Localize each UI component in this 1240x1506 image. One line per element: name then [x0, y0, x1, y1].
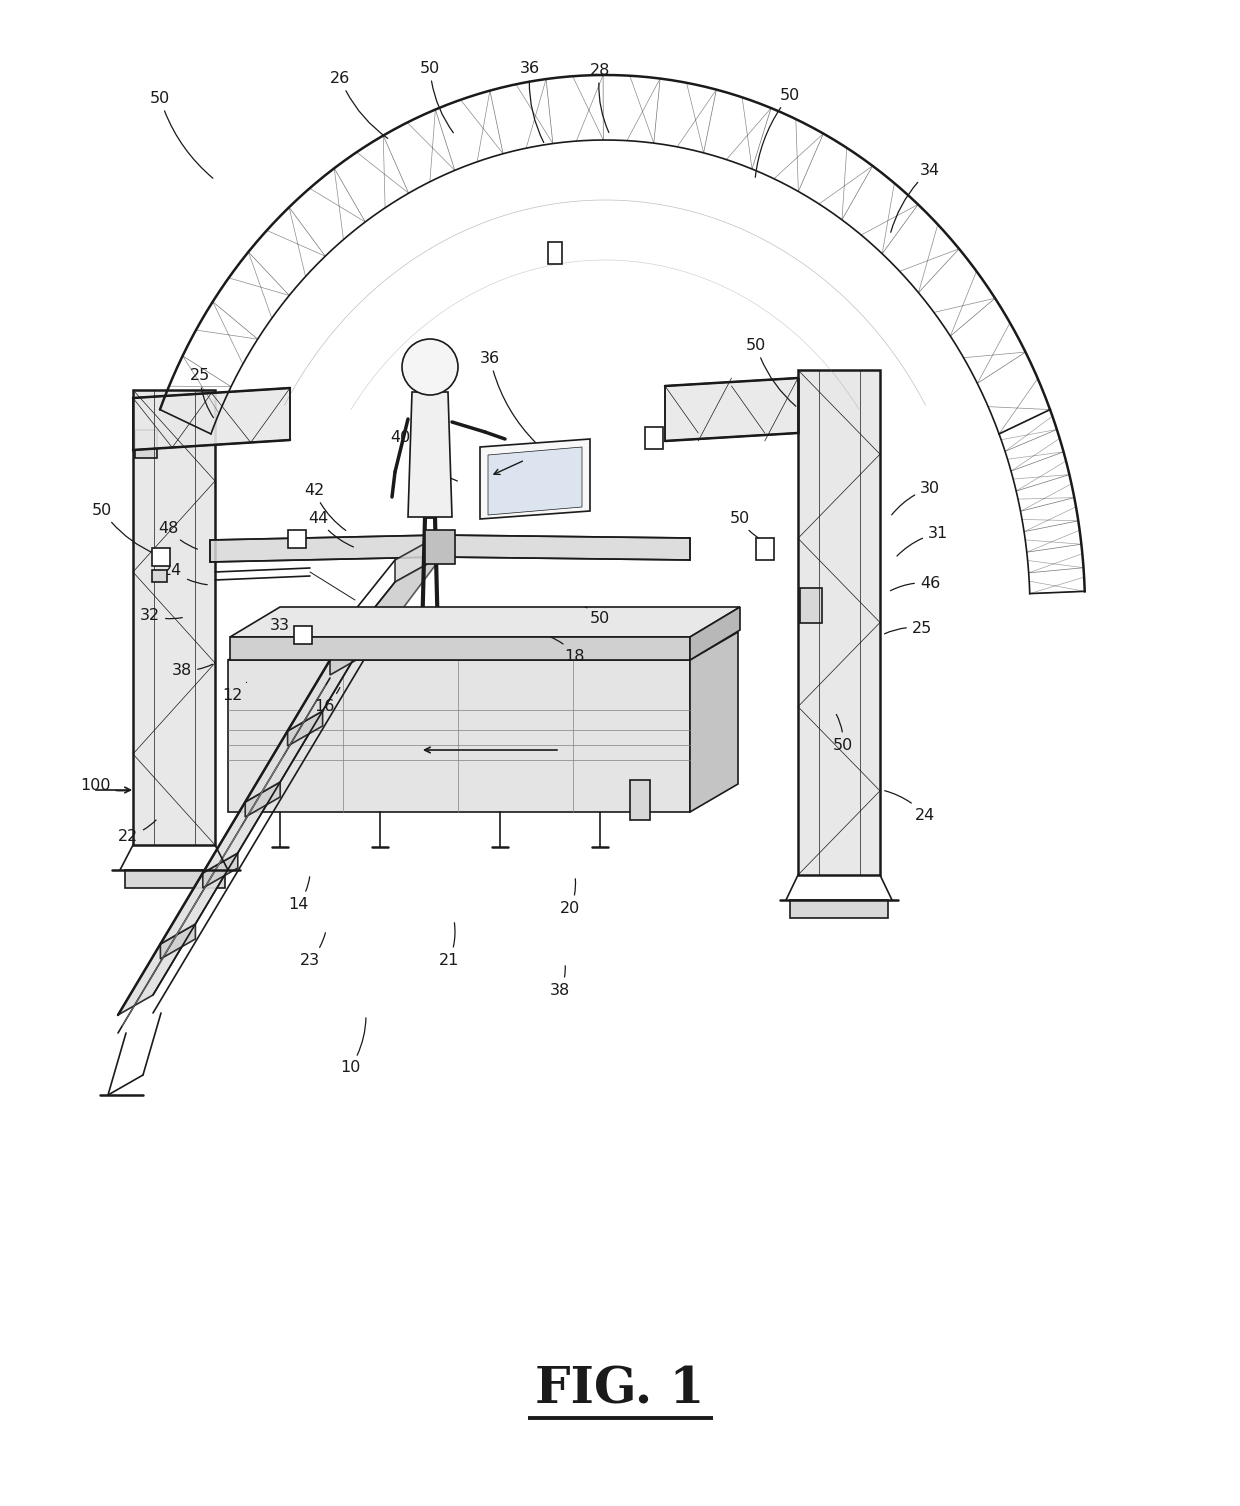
Polygon shape — [288, 640, 365, 730]
Text: FIG. 1: FIG. 1 — [536, 1366, 704, 1414]
Polygon shape — [288, 711, 322, 745]
Bar — [125, 870, 224, 889]
Text: 50: 50 — [585, 607, 610, 625]
Text: 100: 100 — [79, 777, 130, 792]
Bar — [153, 548, 170, 566]
Text: 50: 50 — [420, 60, 454, 133]
Polygon shape — [229, 607, 740, 637]
Text: 26: 26 — [330, 71, 388, 139]
Text: 36: 36 — [480, 351, 536, 443]
Polygon shape — [228, 660, 689, 812]
Bar — [548, 242, 562, 264]
Polygon shape — [355, 557, 440, 633]
Text: 24: 24 — [884, 791, 935, 822]
Polygon shape — [440, 535, 689, 560]
Polygon shape — [665, 378, 799, 441]
Text: 50: 50 — [755, 87, 800, 178]
Text: 33: 33 — [270, 617, 296, 633]
Text: 24: 24 — [162, 563, 207, 584]
Text: 34: 34 — [890, 163, 940, 232]
Text: 50: 50 — [746, 337, 796, 407]
Text: 23: 23 — [300, 932, 325, 967]
Text: 14: 14 — [288, 876, 310, 911]
Bar — [790, 901, 888, 919]
Bar — [294, 626, 312, 645]
Text: 25: 25 — [884, 620, 932, 636]
Bar — [799, 370, 880, 875]
Polygon shape — [246, 711, 322, 803]
Text: 22: 22 — [118, 819, 156, 843]
Bar — [645, 428, 663, 449]
Text: 30: 30 — [892, 480, 940, 515]
Bar — [425, 530, 455, 565]
Polygon shape — [228, 633, 738, 660]
Text: 50: 50 — [730, 511, 760, 539]
Text: 10: 10 — [340, 1018, 366, 1075]
Polygon shape — [408, 392, 453, 517]
Text: 36: 36 — [520, 60, 543, 143]
Polygon shape — [203, 852, 238, 889]
Bar — [288, 530, 306, 548]
Text: 44: 44 — [308, 511, 353, 547]
Circle shape — [402, 339, 458, 395]
Text: 50: 50 — [833, 714, 853, 753]
Polygon shape — [480, 440, 590, 520]
Text: 31: 31 — [897, 526, 949, 556]
Text: 12: 12 — [222, 682, 247, 702]
Polygon shape — [246, 782, 280, 816]
Text: 21: 21 — [439, 923, 459, 967]
Polygon shape — [203, 782, 280, 873]
Bar — [756, 538, 774, 560]
Polygon shape — [133, 389, 290, 450]
Bar — [800, 587, 822, 623]
Text: 20: 20 — [560, 880, 580, 916]
Polygon shape — [689, 633, 738, 812]
Bar — [135, 431, 157, 458]
Polygon shape — [689, 607, 740, 660]
Bar — [153, 569, 167, 581]
Polygon shape — [489, 447, 582, 515]
Text: 38: 38 — [549, 965, 570, 997]
Text: 28: 28 — [590, 63, 610, 133]
Polygon shape — [118, 925, 196, 1015]
Text: 25: 25 — [190, 367, 213, 417]
Text: 46: 46 — [890, 575, 940, 590]
Text: 40: 40 — [389, 429, 458, 480]
Bar — [630, 780, 650, 819]
Text: 38: 38 — [172, 663, 212, 678]
Polygon shape — [330, 640, 365, 675]
Polygon shape — [229, 637, 689, 660]
Polygon shape — [160, 852, 238, 944]
Text: 18: 18 — [551, 637, 585, 664]
Polygon shape — [396, 535, 440, 581]
Text: 50: 50 — [150, 90, 213, 178]
Text: 48: 48 — [157, 521, 197, 550]
Bar — [133, 390, 215, 845]
Text: 32: 32 — [140, 607, 182, 622]
Text: 16: 16 — [314, 688, 340, 714]
Polygon shape — [160, 925, 196, 959]
Polygon shape — [210, 535, 440, 562]
Text: 50: 50 — [92, 503, 155, 554]
Text: 42: 42 — [304, 482, 346, 530]
